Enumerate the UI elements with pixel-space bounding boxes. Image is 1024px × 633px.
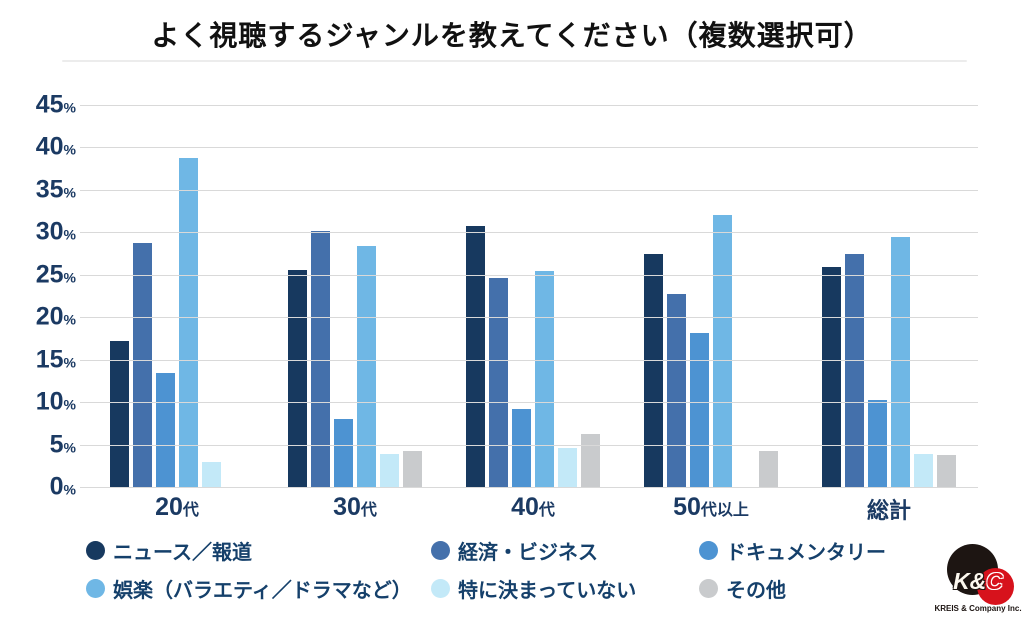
- gridline: [80, 232, 978, 234]
- bar: [156, 373, 175, 487]
- y-axis: 0% 5% 10% 15% 20% 25% 30% 35% 40% 45%: [0, 91, 80, 501]
- legend-label: ニュース／報道: [113, 542, 252, 564]
- bar: [822, 267, 841, 487]
- legend-label: 経済・ビジネス: [458, 542, 598, 564]
- logo-monogram-right: C: [986, 568, 1003, 594]
- bar: [311, 230, 330, 487]
- bar-group-総計: [800, 105, 978, 487]
- gridline: [80, 274, 978, 276]
- legend-item: 経済・ビジネス: [431, 536, 699, 565]
- legend-item: ドキュメンタリー: [699, 536, 916, 565]
- gridline: [80, 402, 978, 404]
- legend-item: 特に決まっていない: [431, 574, 699, 603]
- bar: [357, 245, 376, 487]
- bar: [937, 454, 956, 487]
- bar: [644, 253, 663, 487]
- y-tick-label: 45%: [35, 90, 76, 119]
- bar-group-20代: [88, 105, 266, 487]
- y-tick-label: 40%: [35, 132, 76, 161]
- y-tick-label: 0%: [49, 472, 76, 501]
- gridline: [80, 189, 978, 191]
- bar: [133, 243, 152, 487]
- bar: [891, 236, 910, 487]
- y-tick-label: 30%: [35, 217, 76, 246]
- gridline: [80, 444, 978, 446]
- gridline: [80, 487, 978, 488]
- legend-label: その他: [726, 580, 786, 602]
- kc-logo: K&C KREIS & Company Inc.: [933, 541, 1023, 626]
- legend-marker-icon: [431, 579, 450, 598]
- logo-red-circle-icon: [977, 568, 1014, 605]
- legend-marker-icon: [699, 541, 718, 560]
- bar: [334, 419, 353, 487]
- x-category-label: 50代以上: [673, 493, 749, 521]
- y-tick-label: 20%: [35, 302, 76, 331]
- bar: [845, 253, 864, 487]
- legend-label: 娯楽（バラエティ／ドラマなど）: [113, 580, 412, 602]
- bar-group-50代以上: [622, 105, 800, 487]
- legend: ニュース／報道 経済・ビジネス ドキュメンタリー娯楽（バラエティ／ドラマなど） 特に決…: [86, 536, 916, 603]
- bar: [179, 158, 198, 487]
- bar: [202, 461, 221, 487]
- title-divider: [62, 60, 967, 62]
- legend-item: 娯楽（バラエティ／ドラマなど）: [86, 574, 431, 603]
- bar: [489, 278, 508, 487]
- y-tick-label: 15%: [35, 345, 76, 374]
- bar: [759, 451, 778, 487]
- bar: [690, 332, 709, 487]
- legend-marker-icon: [699, 579, 718, 598]
- bar: [914, 453, 933, 487]
- y-tick-label: 25%: [35, 260, 76, 289]
- bar-group-40代: [444, 105, 622, 487]
- bar: [512, 408, 531, 487]
- bar: [713, 215, 732, 487]
- plot-area: [80, 105, 978, 488]
- bar: [868, 400, 887, 487]
- legend-item: ニュース／報道: [86, 536, 431, 565]
- x-category-label: 30代: [333, 493, 377, 521]
- bar: [558, 447, 577, 487]
- y-tick-label: 35%: [35, 175, 76, 204]
- bar: [288, 269, 307, 487]
- legend-marker-icon: [86, 541, 105, 560]
- bar: [535, 270, 554, 487]
- chart-title: よく視聴するジャンルを教えてください（複数選択可）: [151, 20, 873, 51]
- legend-marker-icon: [431, 541, 450, 560]
- bar: [380, 453, 399, 487]
- legend-item: その他: [699, 574, 916, 603]
- bar: [403, 451, 422, 487]
- bar: [581, 433, 600, 487]
- gridline: [80, 359, 978, 361]
- bar: [110, 341, 129, 487]
- y-tick-label: 5%: [49, 430, 76, 459]
- gridline: [80, 105, 978, 106]
- gridline: [80, 317, 978, 319]
- x-category-label: 20代: [155, 493, 199, 521]
- legend-label: ドキュメンタリー: [726, 542, 886, 564]
- logo-company-name: KREIS & Company Inc.: [934, 604, 1022, 613]
- bar-group-30代: [266, 105, 444, 487]
- x-category-label: 総計: [866, 498, 911, 523]
- x-axis-labels: 20代 30代 40代 50代以上 総計: [88, 493, 978, 525]
- legend-marker-icon: [86, 579, 105, 598]
- bar: [466, 226, 485, 487]
- x-category-label: 40代: [511, 493, 555, 521]
- logo-monogram: K&C: [933, 568, 1023, 595]
- legend-label: 特に決まっていない: [458, 580, 637, 602]
- bar-groups: [88, 105, 978, 487]
- gridline: [80, 147, 978, 149]
- logo-monogram-left: K&: [953, 568, 987, 594]
- bar: [667, 294, 686, 487]
- y-tick-label: 10%: [35, 387, 76, 416]
